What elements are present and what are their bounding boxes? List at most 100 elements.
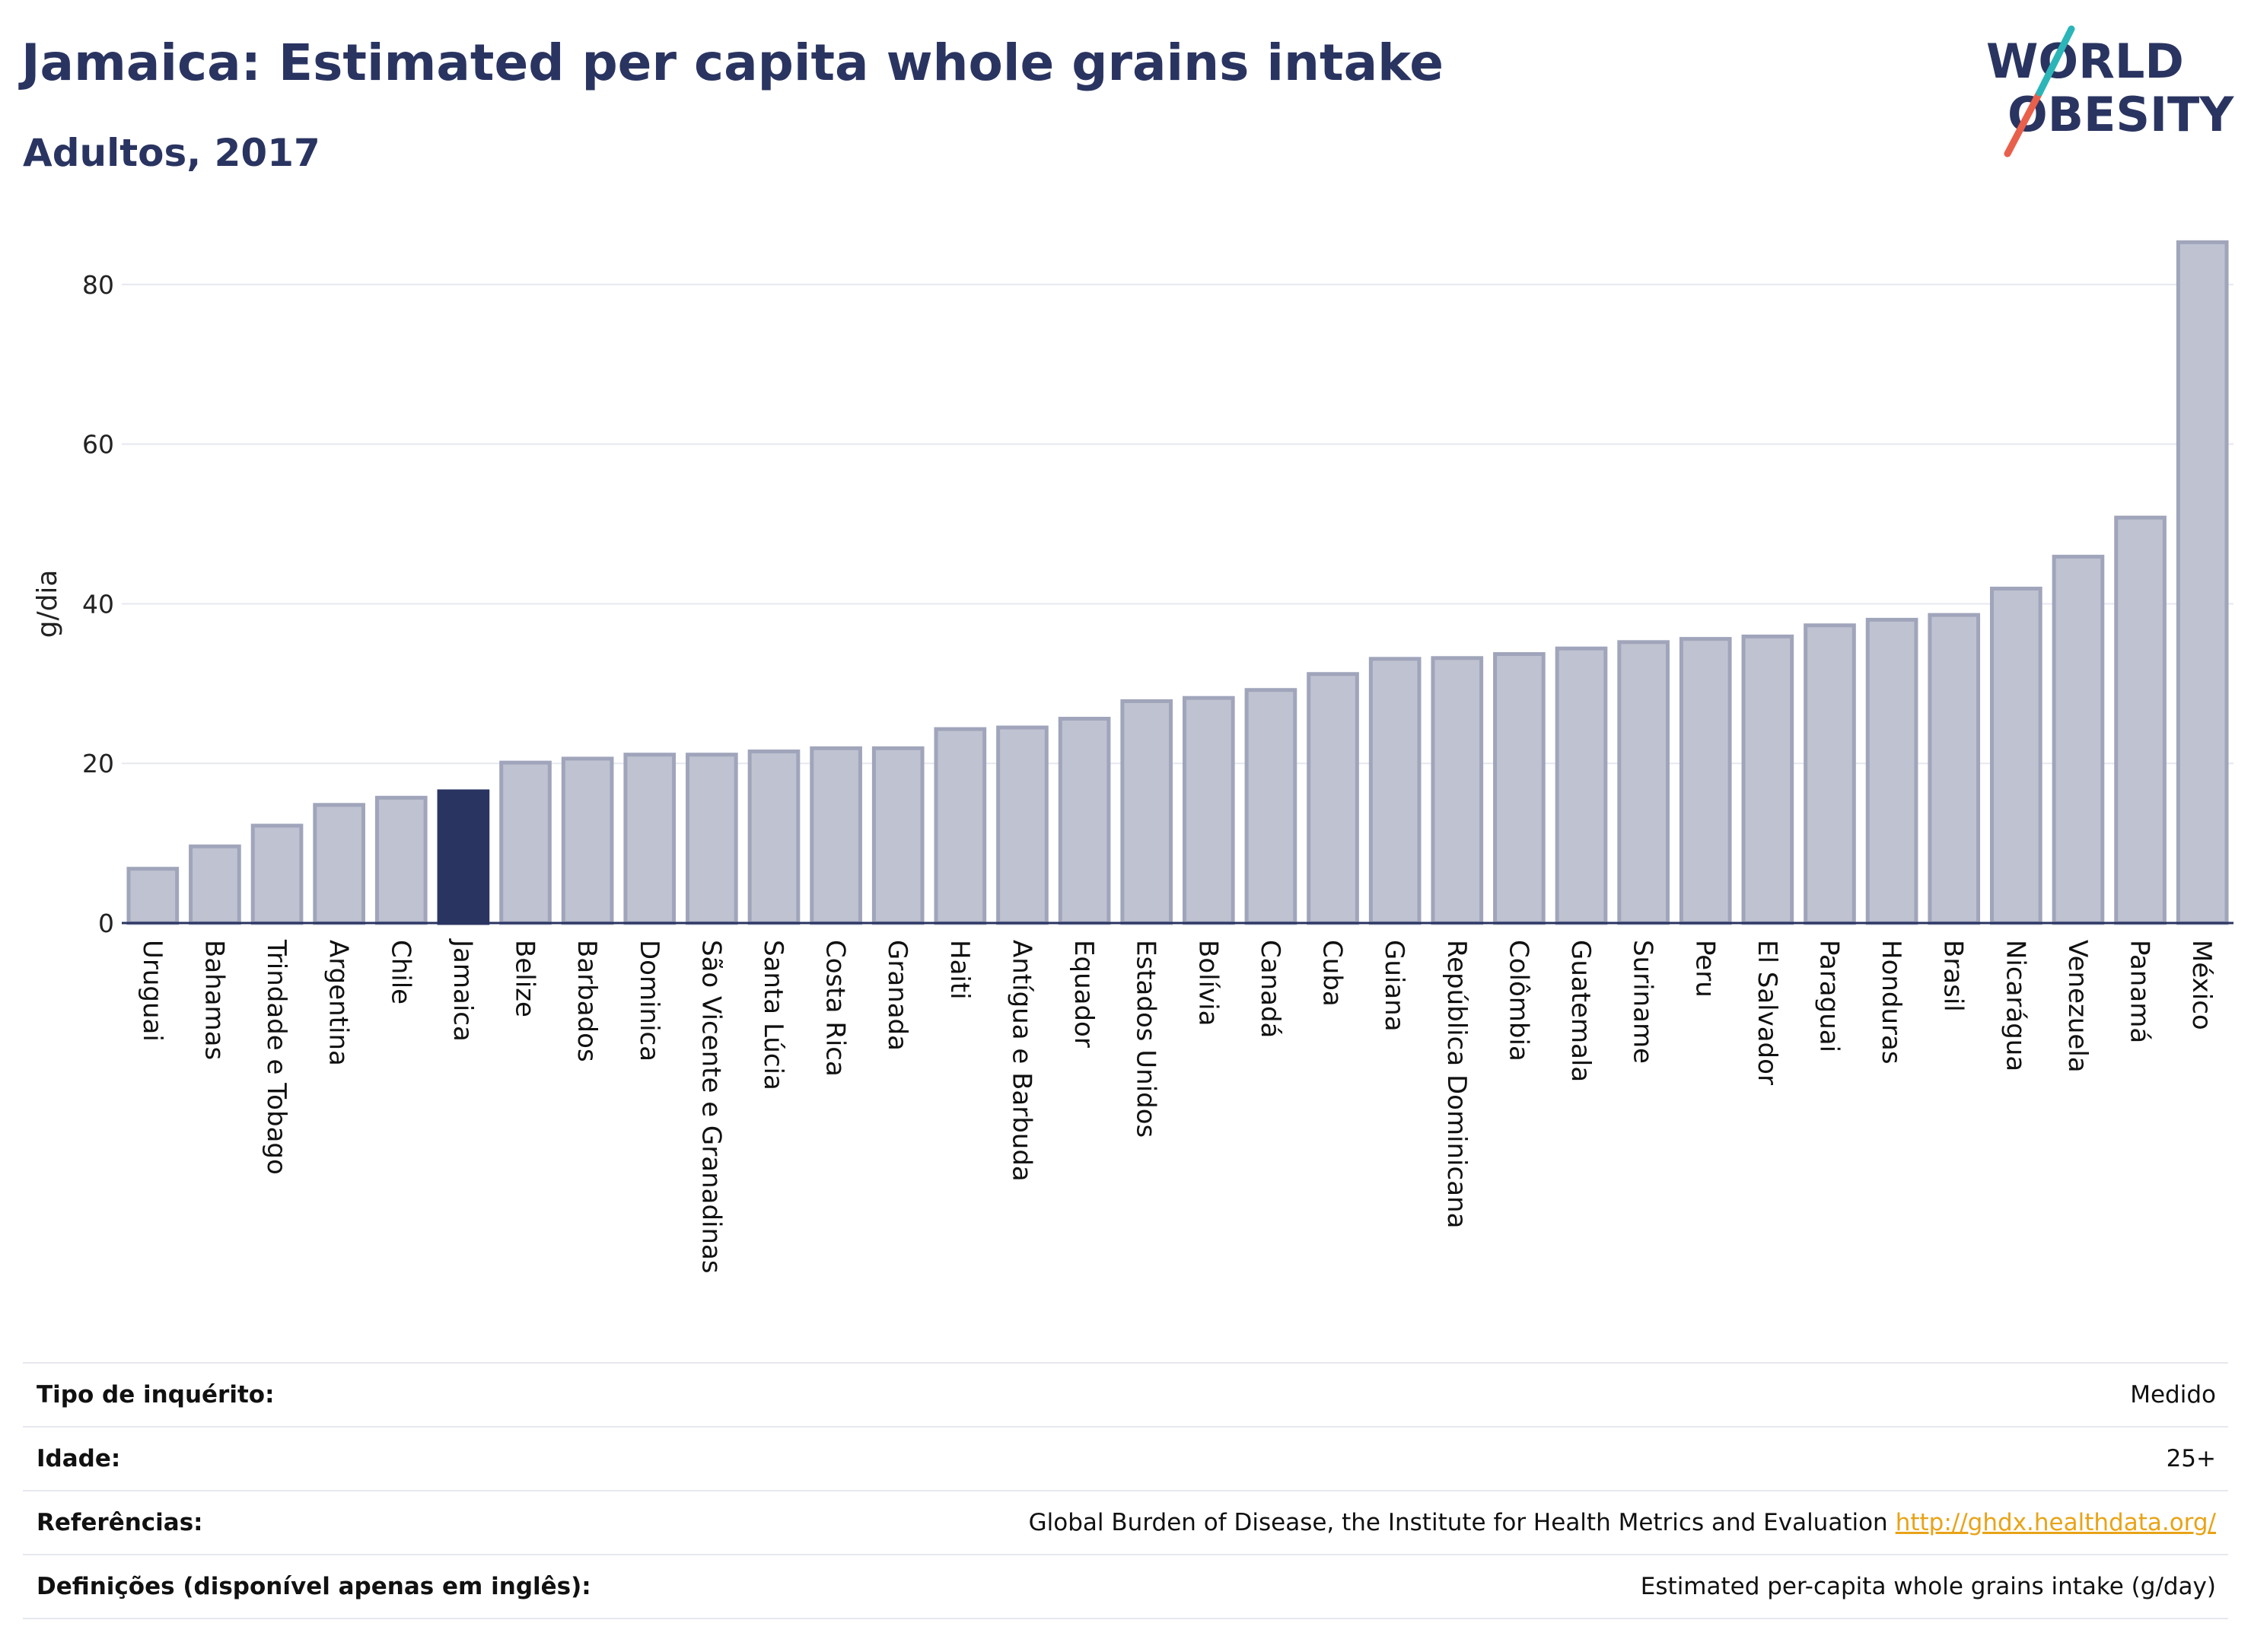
x-tick-label: Canadá: [1255, 940, 1285, 1038]
bar-22: [1493, 652, 1546, 925]
chart-subtitle: Adultos, 2017: [23, 131, 320, 175]
bar-13: [934, 727, 987, 925]
bar-12: [871, 746, 925, 925]
bar-15: [1058, 716, 1111, 925]
bar-10: [747, 749, 801, 925]
bar-3: [313, 803, 365, 925]
info-row-survey: Tipo de inquérito: Medido: [23, 1362, 2228, 1426]
bar-11: [810, 746, 862, 925]
x-tick-label: Barbados: [572, 940, 602, 1062]
bar-21: [1431, 656, 1484, 925]
x-tick-label: Paraguai: [1813, 940, 1844, 1052]
y-tick-label: 60: [82, 430, 114, 460]
info-row-definitions: Definições (disponível apenas em inglês)…: [23, 1554, 2228, 1619]
references-label: Referências:: [37, 1509, 203, 1536]
definitions-value: Estimated per-capita whole grains intake…: [1640, 1573, 2216, 1600]
bar-28: [1865, 617, 1918, 925]
x-tick-label: El Salvador: [1752, 940, 1782, 1085]
references-text: Global Burden of Disease, the Institute …: [1028, 1509, 1888, 1536]
x-tick-label: Costa Rica: [820, 940, 851, 1077]
bar-18: [1244, 688, 1297, 925]
bar-29: [1928, 613, 1981, 925]
bar-0: [126, 867, 180, 925]
bar-14: [996, 725, 1049, 925]
x-tick-label: Equador: [1068, 940, 1099, 1048]
bar-31: [2052, 555, 2105, 925]
bar-4: [374, 795, 428, 925]
bar-16: [1120, 699, 1173, 925]
x-tick-label: Uruguai: [137, 940, 167, 1042]
x-tick-label: Venezuela: [2062, 940, 2093, 1073]
bar-chart: 0 20 40 60 80 g/dia Uruguai Bahamas Trindade e …: [32, 240, 2233, 1274]
x-tick-label: Nicarágua: [2000, 940, 2030, 1071]
bar-1: [189, 844, 241, 925]
x-tick-label: Suriname: [1628, 940, 1658, 1064]
bar-23: [1555, 646, 1608, 925]
x-tick-label: Cuba: [1317, 940, 1348, 1007]
y-tick-label: 80: [82, 270, 114, 300]
bar-25: [1679, 637, 1732, 925]
bar-26: [1741, 634, 1794, 925]
bar-24: [1617, 640, 1670, 925]
definitions-label: Definições (disponível apenas em inglês)…: [37, 1573, 591, 1600]
survey-type-value: Medido: [2130, 1381, 2216, 1408]
bar-6: [499, 760, 552, 925]
x-tick-label: México: [2186, 940, 2217, 1030]
bar-27: [1804, 623, 1856, 925]
bar-2: [250, 823, 304, 925]
y-axis-label: g/dia: [32, 570, 63, 638]
x-tick-label: Argentina: [323, 940, 354, 1066]
logo-slash-red: [2004, 89, 2043, 158]
info-row-age: Idade: 25+: [23, 1426, 2228, 1490]
y-tick-label: 20: [82, 749, 114, 778]
survey-type-label: Tipo de inquérito:: [37, 1381, 275, 1408]
bar-32: [2114, 515, 2167, 925]
info-row-references: Referências: Global Burden of Disease, t…: [23, 1490, 2228, 1554]
bars: [126, 240, 2229, 925]
x-tick-label: República Dominicana: [1441, 940, 1472, 1228]
age-label: Idade:: [37, 1445, 121, 1472]
category-labels: Uruguai Bahamas Trindade e Tobago Argentina…: [137, 938, 2217, 1274]
chart-title: Jamaica: Estimated per capita whole grai…: [21, 33, 1444, 92]
x-tick-label: São Vicente e Granadinas: [696, 940, 726, 1274]
bar-30: [1990, 587, 2042, 925]
logo-slash-teal: [2036, 25, 2075, 97]
references-value: Global Burden of Disease, the Institute …: [1029, 1509, 2228, 1536]
x-tick-label: Colômbia: [1503, 940, 1533, 1062]
world-obesity-logo: WORLD OBESITY: [1986, 25, 2234, 158]
x-tick-label: Haiti: [944, 940, 975, 1000]
logo-word-obesity: OBESITY: [2007, 87, 2234, 142]
y-tick-label: 40: [82, 589, 114, 619]
x-tick-label: Jamaica: [447, 938, 478, 1042]
y-tick-label: 0: [98, 909, 114, 938]
bar-8: [623, 753, 677, 925]
bar-33: [2176, 240, 2229, 925]
x-tick-label: Panamá: [2125, 940, 2155, 1043]
x-tick-label: Guatemala: [1565, 940, 1596, 1082]
x-tick-label: Trindade e Tobago: [261, 939, 291, 1175]
info-table: Tipo de inquérito: Medido Idade: 25+ Ref…: [23, 1362, 2228, 1619]
age-value: 25+: [2166, 1445, 2216, 1472]
x-tick-label: Dominica: [634, 940, 664, 1062]
x-tick-label: Chile: [385, 940, 415, 1004]
axes: 0 20 40 60 80 g/dia: [32, 270, 2233, 938]
x-tick-label: Peru: [1689, 940, 1720, 998]
logo-word-world: WORLD: [1986, 33, 2184, 89]
x-tick-label: Bolívia: [1192, 940, 1223, 1026]
bar-17: [1182, 695, 1235, 925]
x-tick-label: Bahamas: [199, 940, 229, 1060]
bar-9: [686, 753, 738, 925]
x-tick-label: Belize: [510, 940, 540, 1017]
x-tick-label: Antígua e Barbuda: [1006, 940, 1036, 1182]
x-tick-label: Santa Lúcia: [758, 940, 788, 1090]
x-tick-label: Estados Unidos: [1131, 940, 1161, 1138]
bar-20: [1368, 657, 1422, 925]
references-link[interactable]: http://ghdx.healthdata.org/: [1895, 1509, 2216, 1536]
bar-7: [561, 756, 614, 925]
x-tick-label: Honduras: [1876, 940, 1906, 1065]
x-tick-label: Guiana: [1379, 940, 1409, 1032]
bar-19: [1307, 672, 1359, 925]
x-tick-label: Brasil: [1938, 940, 1969, 1012]
x-tick-label: Granada: [882, 940, 912, 1051]
bar-5: [437, 789, 490, 925]
